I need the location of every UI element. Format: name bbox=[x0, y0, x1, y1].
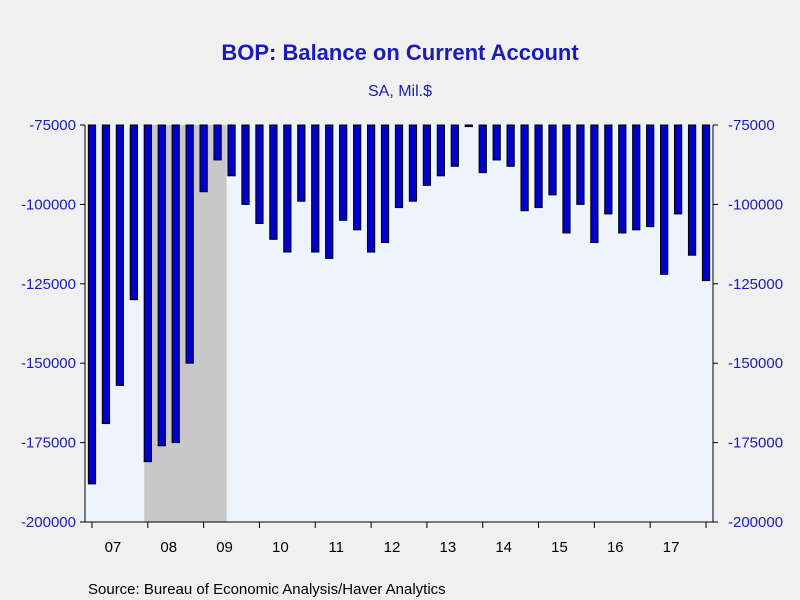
bar-2009-Q2 bbox=[213, 124, 222, 161]
bar-2014-Q1 bbox=[478, 124, 487, 174]
bar-2017-Q1 bbox=[646, 124, 655, 228]
bar-2010-Q1 bbox=[255, 124, 264, 224]
y-tick-label-right: -175000 bbox=[728, 435, 783, 452]
bar-2014-Q2 bbox=[492, 124, 501, 161]
chart-subtitle: SA, Mil.$ bbox=[368, 83, 432, 100]
bar-2014-Q4 bbox=[520, 124, 529, 212]
y-tick-label-left: -75000 bbox=[29, 117, 76, 134]
y-tick-label-right: -100000 bbox=[728, 196, 783, 213]
bar-2011-Q4 bbox=[353, 124, 362, 231]
bar-2013-Q4 bbox=[464, 124, 473, 128]
bar-2012-Q3 bbox=[394, 124, 404, 209]
x-tick-label: 15 bbox=[551, 539, 568, 556]
x-tick-label: 14 bbox=[495, 539, 512, 556]
x-tick-label: 11 bbox=[328, 539, 344, 556]
bar-2007-Q1 bbox=[87, 124, 97, 485]
chart-title: BOP: Balance on Current Account bbox=[221, 40, 579, 65]
y-tick-label-left: -125000 bbox=[21, 276, 76, 293]
x-tick-label: 12 bbox=[384, 539, 401, 556]
bar-2007-Q2 bbox=[101, 124, 111, 425]
bar-2012-Q1 bbox=[366, 124, 376, 253]
bar-2013-Q3 bbox=[450, 124, 459, 167]
x-tick-label: 10 bbox=[272, 539, 289, 556]
y-tick-label-right: -75000 bbox=[728, 117, 775, 134]
x-tick-label: 16 bbox=[607, 539, 624, 556]
bar-2014-Q3 bbox=[506, 124, 515, 167]
bar-2015-Q4 bbox=[576, 124, 585, 205]
recession-layer bbox=[144, 125, 227, 522]
recession-shading bbox=[144, 125, 227, 522]
bar-2011-Q1 bbox=[311, 124, 320, 253]
bar-2011-Q2 bbox=[325, 124, 334, 259]
x-axis: 07 08 09 10 11 12 13 14 15 16 17 bbox=[91, 522, 707, 556]
source-note: Source: Bureau of Economic Analysis/Have… bbox=[88, 581, 446, 598]
bar-2017-Q4 bbox=[687, 124, 697, 256]
bar-2015-Q3 bbox=[562, 124, 571, 234]
bar-2011-Q3 bbox=[339, 124, 348, 221]
axes-layer bbox=[84, 125, 714, 523]
x-tick-label: 09 bbox=[216, 539, 233, 556]
x-tick-label: 13 bbox=[440, 539, 457, 556]
bar-2015-Q2 bbox=[548, 124, 557, 196]
bar-2007-Q3 bbox=[115, 124, 125, 386]
bar-2012-Q2 bbox=[380, 124, 390, 244]
y-tick-label-left: -200000 bbox=[21, 514, 76, 531]
bar-2016-Q2 bbox=[604, 124, 613, 215]
y-tick-label-right: -200000 bbox=[728, 514, 783, 531]
bar-44 bbox=[701, 124, 711, 282]
bar-2008-Q2 bbox=[157, 124, 166, 447]
bar-2015-Q1 bbox=[534, 124, 543, 209]
bar-2009-Q4 bbox=[241, 124, 250, 205]
bar-2010-Q2 bbox=[269, 124, 278, 240]
y-tick-label-left: -150000 bbox=[21, 355, 76, 372]
y-axis-left: -75000 -100000 -125000 -150000 -175000 -20000… bbox=[21, 117, 85, 531]
bar-2016-Q3 bbox=[618, 124, 627, 234]
bar-2009-Q1 bbox=[199, 124, 208, 193]
x-tick-label: 07 bbox=[105, 539, 122, 556]
bar-2008-Q4 bbox=[185, 124, 194, 364]
bar-2010-Q4 bbox=[297, 124, 306, 202]
x-tick-label: 08 bbox=[160, 539, 177, 556]
bar-2016-Q1 bbox=[590, 124, 599, 244]
bar-2010-Q3 bbox=[283, 124, 292, 253]
y-tick-label-right: -150000 bbox=[728, 355, 783, 372]
bar-2009-Q3 bbox=[227, 124, 236, 177]
x-tick-label: 17 bbox=[663, 539, 680, 556]
y-axis-right: -75000 -100000 -125000 -150000 -175000 -20000… bbox=[713, 117, 783, 531]
bar-2008-Q3 bbox=[171, 124, 180, 444]
bar-2007-Q4 bbox=[129, 124, 138, 301]
y-tick-label-right: -125000 bbox=[728, 276, 783, 293]
y-tick-label-left: -100000 bbox=[21, 196, 76, 213]
bar-2013-Q2 bbox=[436, 124, 445, 177]
bar-2017-Q3 bbox=[673, 124, 683, 215]
bar-2013-Q1 bbox=[422, 124, 432, 186]
bar-2016-Q4 bbox=[632, 124, 641, 231]
bars-layer bbox=[87, 124, 711, 485]
bar-2017-Q2 bbox=[660, 124, 669, 275]
bar-2008-Q1 bbox=[143, 124, 152, 463]
y-tick-label-left: -175000 bbox=[21, 435, 76, 452]
bar-2012-Q4 bbox=[408, 124, 418, 202]
